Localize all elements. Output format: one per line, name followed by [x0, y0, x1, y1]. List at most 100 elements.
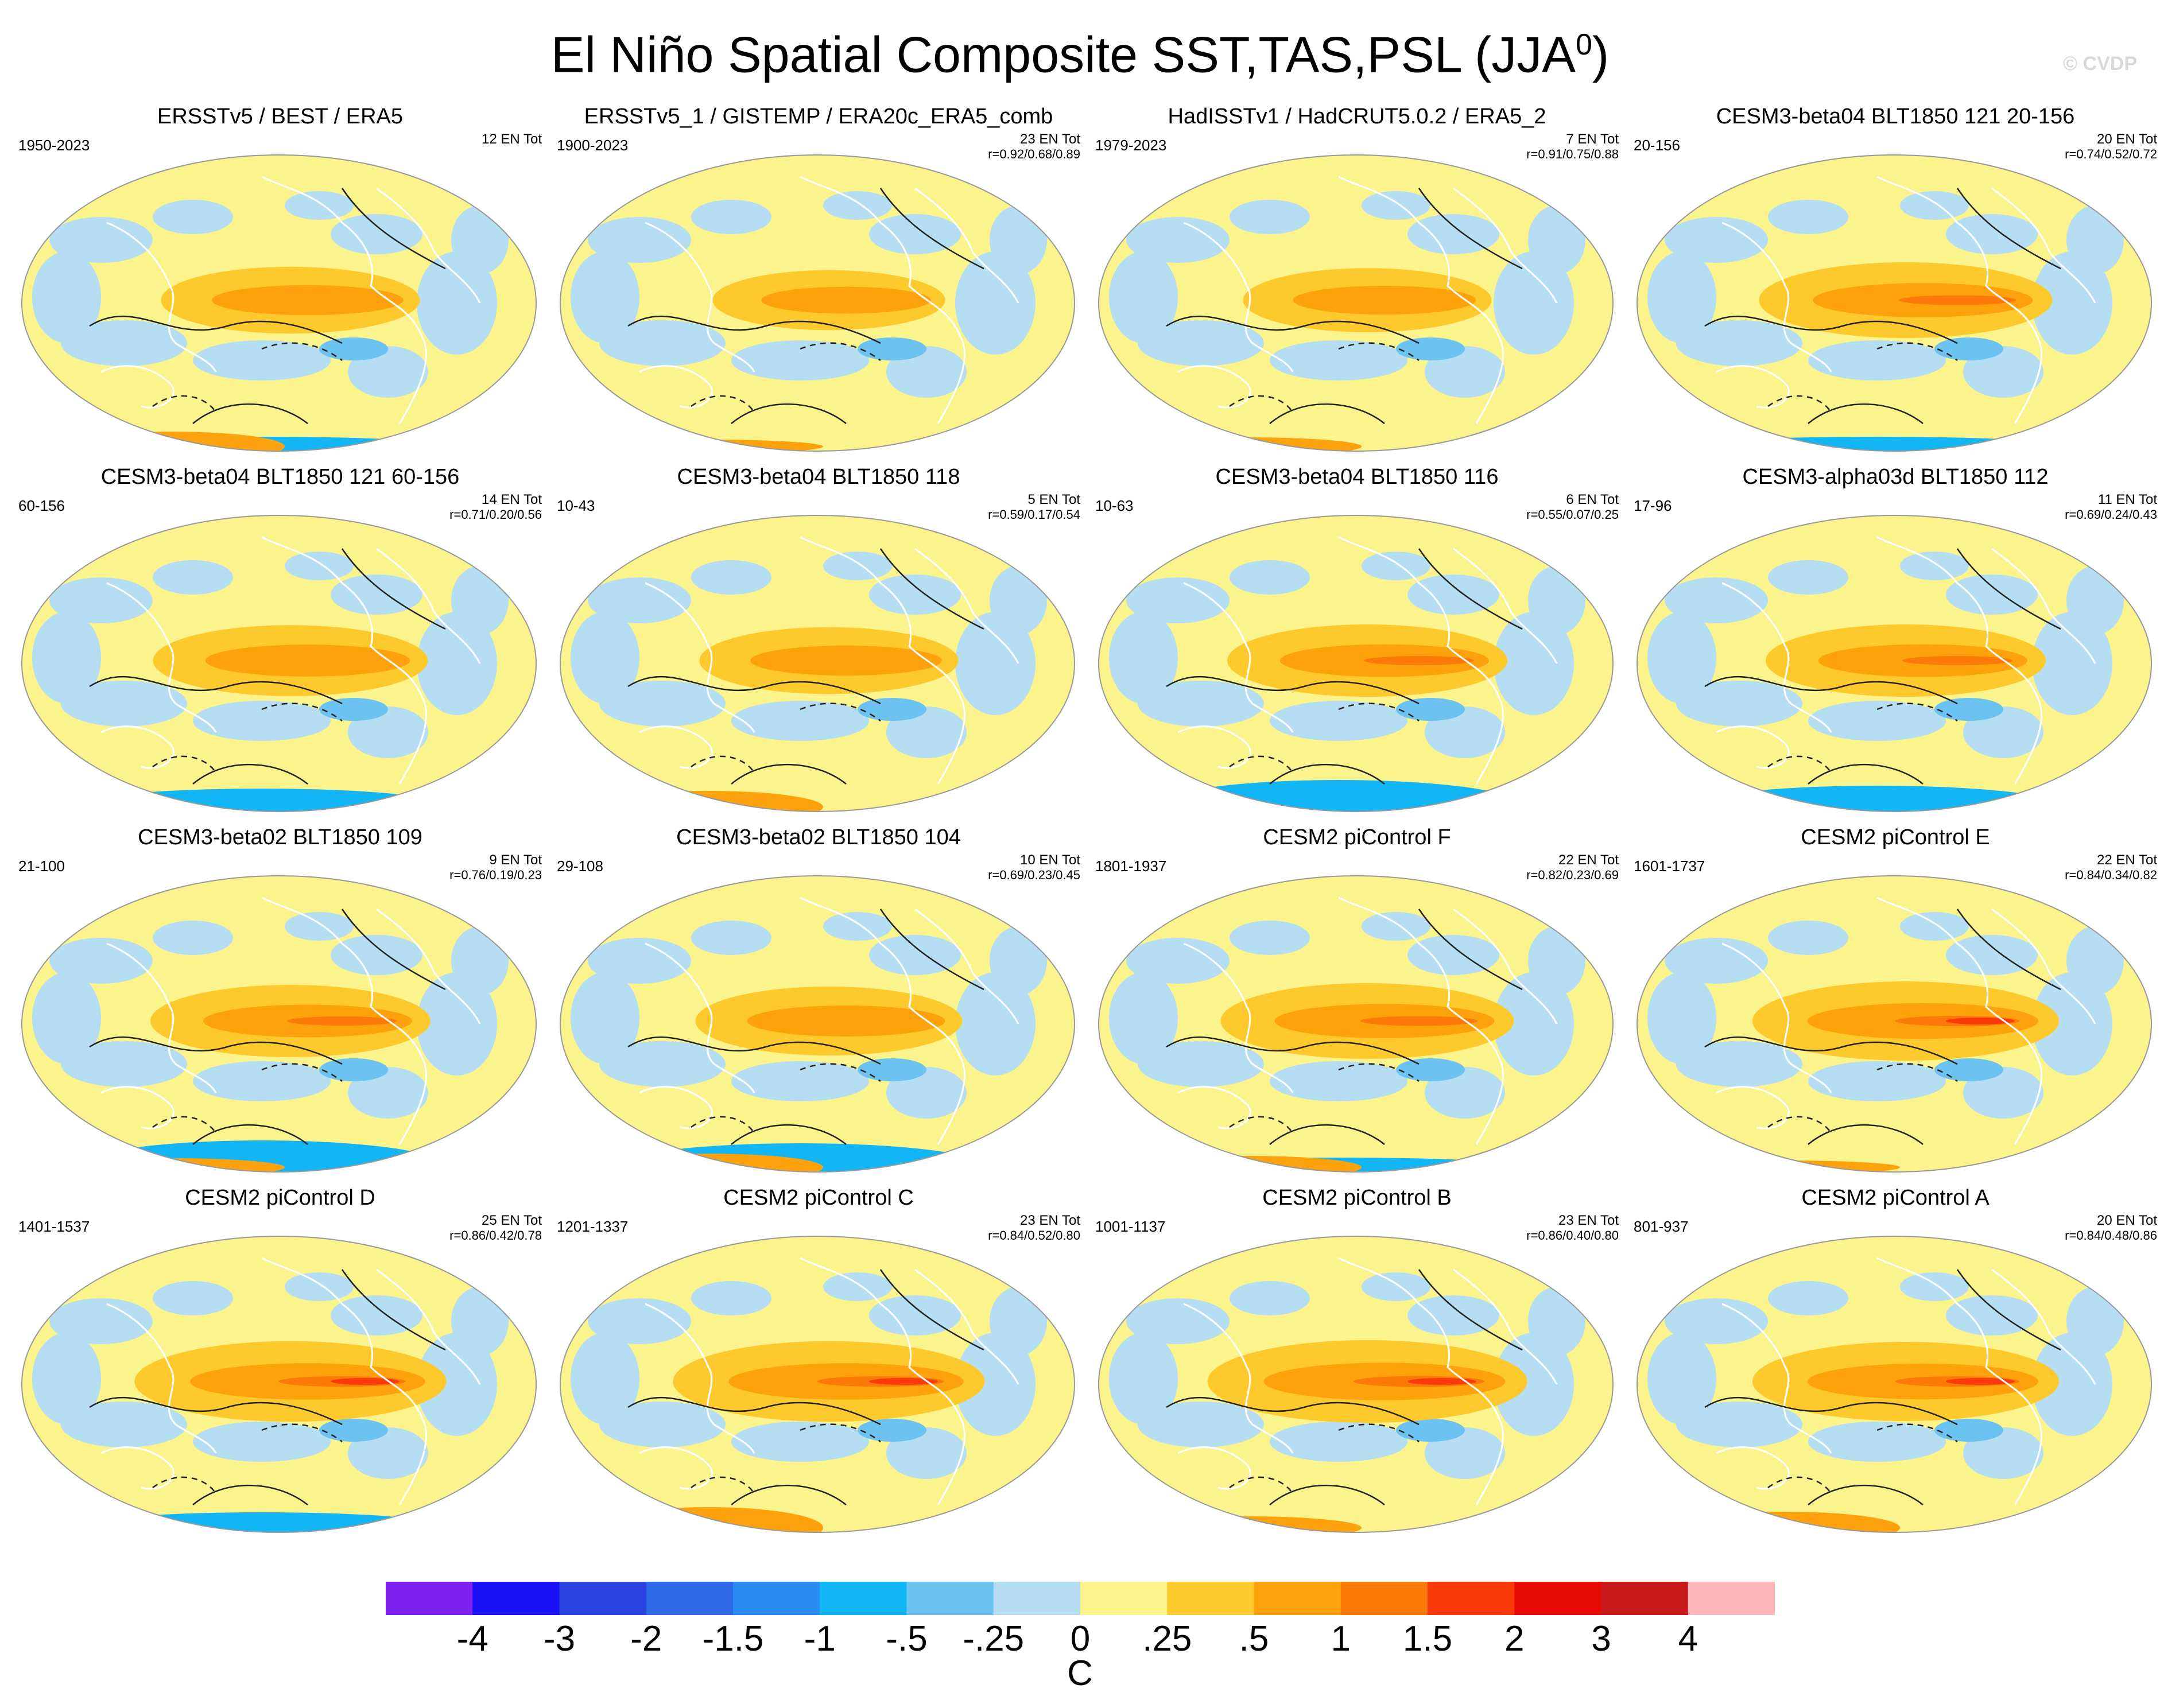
- psl-contour: [691, 1476, 755, 1494]
- coastline: [261, 896, 427, 1145]
- map-field: [1637, 154, 2152, 452]
- psl-contour: [800, 342, 881, 362]
- panel-pattern-correlation: r=0.74/0.52/0.72: [2065, 147, 2157, 161]
- cool-anomaly-region: [32, 1333, 101, 1424]
- psl-contour: [1956, 909, 2061, 991]
- cool-anomaly-region: [990, 566, 1047, 635]
- cool-anomaly-region: [153, 200, 233, 234]
- cool-anomaly-region: [285, 912, 354, 941]
- cool-anomaly-region: [1138, 1041, 1264, 1087]
- colorbar-swatch: [1428, 1582, 1515, 1615]
- panel-pattern-correlation: r=0.82/0.23/0.69: [1526, 868, 1619, 882]
- cool-anomaly-region: [49, 217, 153, 263]
- panel-pattern-correlation: r=0.86/0.40/0.80: [1526, 1228, 1619, 1243]
- panel-title: HadISSTv1 / HadCRUT5.0.2 / ERA5_2: [1168, 104, 1546, 129]
- cool-anomaly-region: [1270, 1422, 1407, 1462]
- cool-anomaly-region: [1494, 612, 1574, 715]
- map-field: [1098, 1236, 1614, 1533]
- cool-anomaly-region: [1768, 1281, 1848, 1315]
- warm-anomaly-peak: [1407, 1378, 1476, 1385]
- cool-anomaly-region: [2032, 251, 2112, 355]
- psl-contour: [1229, 1476, 1294, 1494]
- map-field: [1637, 875, 2152, 1173]
- coastline: [1991, 908, 2096, 1024]
- coastline: [106, 582, 217, 733]
- cool-anomaly-region: [1647, 612, 1716, 704]
- map-panel: HadISSTv1 / HadCRUT5.0.2 / ERA5_2 1979-20…: [1087, 103, 1627, 476]
- psl-contour: [152, 1116, 217, 1134]
- panel-pattern-correlation: r=0.55/0.07/0.25: [1526, 507, 1619, 522]
- cool-anomaly-region: [731, 1061, 869, 1101]
- map-panel: ERSSTv5 / BEST / ERA5 1950-2023 12 EN Tot: [10, 103, 550, 476]
- cool-anomaly-region: [451, 205, 509, 274]
- psl-contour: [1956, 548, 2061, 630]
- map-panel: CESM2 piControl A 801-937 20 EN Tot r=0.84/…: [1626, 1185, 2160, 1558]
- panel-pattern-correlation: r=0.84/0.52/0.80: [988, 1228, 1080, 1243]
- psl-contour: [879, 909, 984, 991]
- psl-contour: [192, 403, 308, 424]
- panel-title: CESM3-alpha03d BLT1850 112: [1742, 465, 2049, 489]
- psl-contour: [192, 1485, 308, 1505]
- panel-years: 1601-1737: [1634, 857, 1705, 875]
- psl-contour: [1338, 1423, 1420, 1443]
- panel-title: ERSSTv5 / BEST / ERA5: [157, 104, 403, 129]
- psl-contour: [341, 188, 446, 270]
- panel-years: 21-100: [18, 857, 65, 875]
- coastline: [1183, 942, 1294, 1093]
- cool-anomaly-region: [1934, 1058, 2003, 1081]
- colorbar-swatch: [1601, 1582, 1689, 1615]
- cool-anomaly-region: [1665, 1298, 1768, 1344]
- cool-anomaly-region: [285, 552, 354, 580]
- cool-anomaly-region: [1126, 938, 1230, 984]
- psl-contour: [1418, 909, 1523, 991]
- cool-anomaly-region: [1934, 337, 2003, 360]
- panel-title: CESM3-beta04 BLT1850 116: [1215, 465, 1499, 489]
- psl-contour: [1956, 188, 2061, 270]
- panel-title: CESM2 piControl C: [723, 1186, 914, 1210]
- map-field: [1637, 515, 2152, 812]
- cool-anomaly-region: [1494, 251, 1574, 355]
- panel-pattern-correlation: r=0.86/0.42/0.78: [449, 1228, 542, 1243]
- coastline: [914, 1268, 1019, 1385]
- cool-anomaly-region: [451, 926, 509, 995]
- cool-anomaly-region: [1109, 612, 1178, 704]
- coastline: [106, 222, 217, 372]
- cool-anomaly-region: [2066, 926, 2124, 995]
- colorbar-tick: -4: [456, 1619, 488, 1659]
- colorbar-tick: -.25: [963, 1619, 1025, 1659]
- psl-contour: [1269, 1485, 1385, 1505]
- coastline: [914, 187, 1019, 304]
- coastline: [1876, 176, 2042, 424]
- cool-anomaly-region: [1270, 1061, 1407, 1101]
- psl-contour: [627, 1037, 881, 1065]
- cool-anomaly-region: [417, 251, 497, 355]
- coastline: [376, 187, 481, 304]
- psl-contour: [1166, 1397, 1420, 1426]
- panel-event-count: 14 EN Tot: [482, 492, 542, 507]
- panel-title: CESM3-beta04 BLT1850 121 20-156: [1716, 104, 2075, 129]
- cool-anomaly-region: [1494, 972, 1574, 1076]
- panel-years: 801-937: [1634, 1218, 1689, 1235]
- psl-contour: [1704, 676, 1958, 705]
- coastline: [1453, 548, 1558, 664]
- cool-anomaly-region: [285, 191, 354, 220]
- cool-anomaly-region: [731, 701, 869, 741]
- cool-anomaly-region: [451, 566, 509, 635]
- colorbar-tick: 4: [1678, 1619, 1698, 1659]
- psl-contour: [1767, 1476, 1832, 1494]
- coastline: [1183, 582, 1294, 733]
- cool-anomaly-region: [869, 574, 961, 615]
- coastline: [1338, 536, 1504, 785]
- cool-anomaly-region: [1934, 1419, 2003, 1442]
- map-field: [1637, 1236, 2152, 1533]
- psl-contour: [1418, 548, 1523, 630]
- warm-anomaly-peak: [1899, 295, 2016, 305]
- panel-event-count: 22 EN Tot: [1558, 852, 1619, 868]
- psl-contour: [731, 403, 847, 424]
- coastline: [106, 1303, 217, 1454]
- cool-anomaly-region: [1138, 1402, 1264, 1447]
- coastline: [1338, 176, 1504, 424]
- map-panel: CESM2 piControl D 1401-1537 25 EN Tot r=0.8…: [10, 1185, 550, 1558]
- panel-years: 1201-1337: [557, 1218, 629, 1235]
- cool-anomaly-region: [823, 191, 892, 220]
